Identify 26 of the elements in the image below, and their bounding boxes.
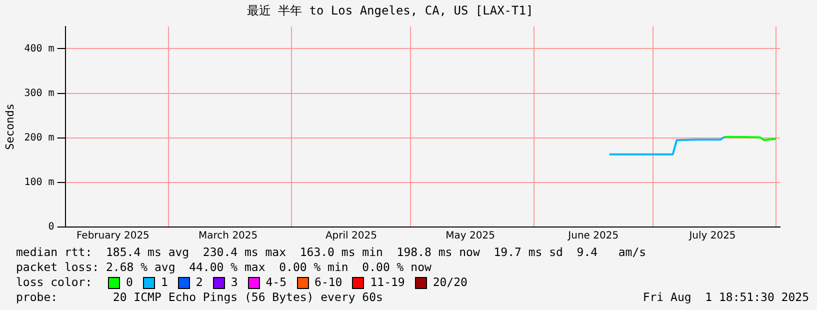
text: 4-5 — [264, 275, 287, 290]
x-tick-label: July 2025 — [688, 230, 736, 242]
text: probe: 20 ICMP Echo Pings (56 Bytes) every 60s — [16, 290, 383, 305]
y-tick-label: 200 m — [24, 132, 54, 144]
text: 3 — [230, 275, 238, 290]
text: 11-19 — [369, 275, 405, 290]
chart-title: 最近 半年 to Los Angeles, CA, US [LAX-T1] — [246, 3, 534, 18]
x-tick-label: March 2025 — [198, 230, 258, 242]
text: 20/20 — [432, 275, 468, 290]
x-tick-label: April 2025 — [325, 230, 377, 242]
y-axis-title: Seconds — [3, 104, 16, 150]
x-tick-label: February 2025 — [76, 230, 150, 242]
text: 1 — [160, 275, 168, 290]
y-tick-label: 300 m — [24, 88, 54, 99]
x-tick-label: June 2025 — [567, 230, 619, 242]
text: 0 — [125, 275, 133, 290]
text: packet loss: 2.68 % avg 44.00 % max 0.00 % min 0.00 % now — [16, 260, 432, 275]
x-tick-label: May 2025 — [446, 230, 495, 242]
text: loss color: — [16, 275, 94, 290]
text: median rtt: 185.4 ms avg 230.4 ms max 163.0 ms min 198.8 ms now 19.7 ms sd 9.4 am/s — [16, 245, 648, 260]
y-tick-label: 0 — [48, 222, 54, 233]
text: 6-10 — [314, 275, 342, 290]
y-tick-label: 100 m — [24, 177, 54, 188]
text: Fri Aug 1 18:51:30 2025 — [642, 290, 809, 305]
text: 2 — [194, 275, 203, 290]
y-tick-label: 400 m — [24, 43, 54, 54]
